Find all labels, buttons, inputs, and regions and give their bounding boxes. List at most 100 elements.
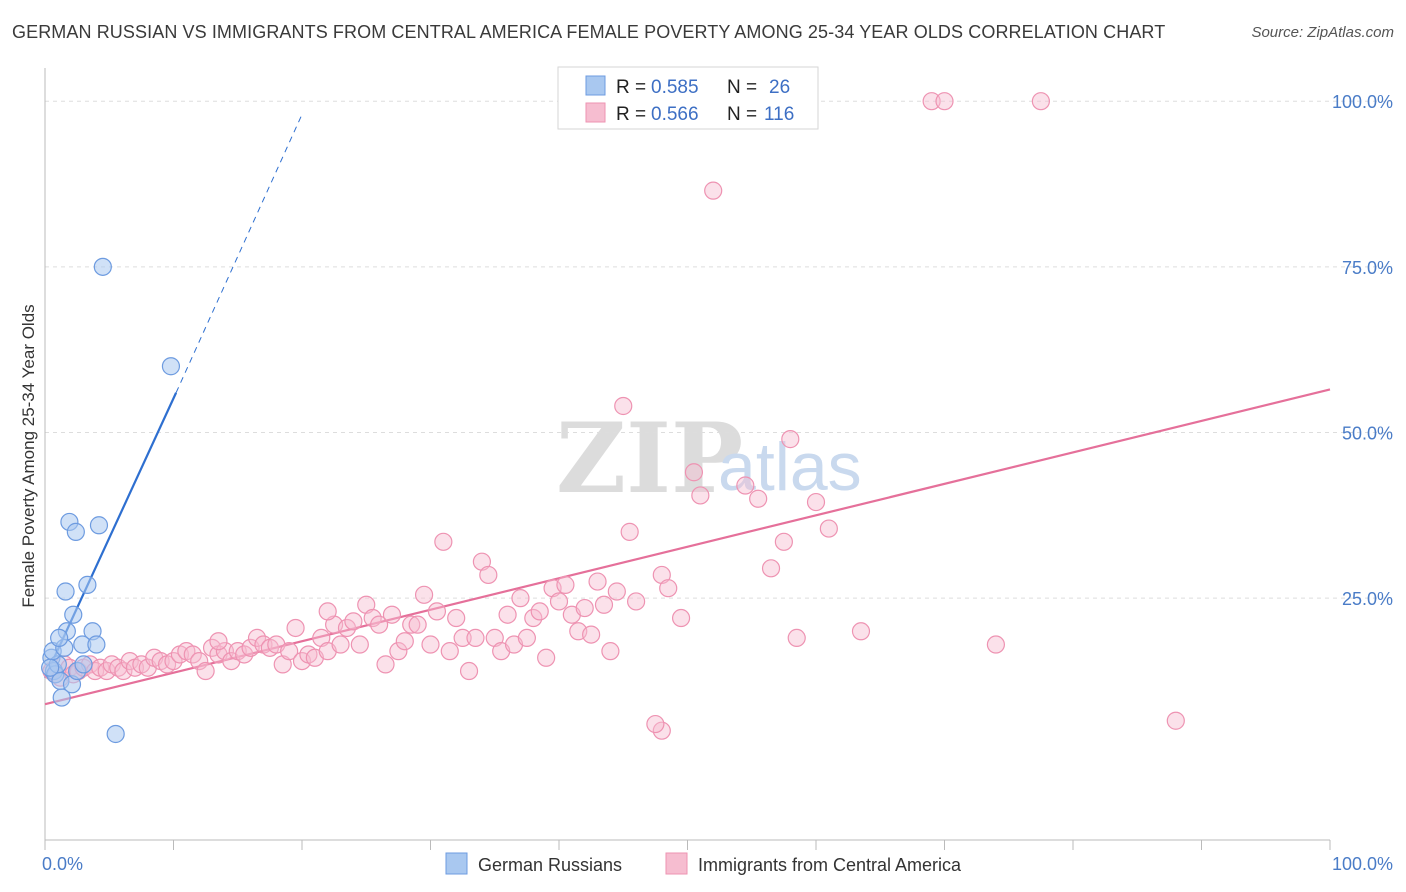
point-german-russians-13	[78, 575, 97, 594]
point-central-america-97	[671, 608, 691, 628]
point-central-america-22	[164, 651, 183, 671]
point-central-america-59	[402, 615, 421, 634]
point-central-america-63	[427, 602, 447, 621]
point-german-russians-12	[66, 522, 85, 541]
point-german-russians-10	[64, 605, 83, 624]
point-central-america-27	[196, 661, 215, 681]
point-german-russians-25	[87, 635, 106, 654]
point-central-america-86	[575, 598, 594, 618]
point-german-russians-18	[52, 688, 71, 707]
point-central-america-92	[614, 396, 633, 416]
tick-labels: 25.0% 50.0% 75.0% 100.0% 0.0% 100.0%	[42, 92, 1393, 874]
point-central-america-61	[414, 585, 434, 604]
point-central-america-88	[588, 572, 607, 591]
point-central-america-26	[190, 651, 209, 671]
point-central-america-56	[382, 605, 402, 624]
point-central-america-99	[691, 486, 710, 505]
gridlines	[45, 100, 1392, 599]
legend-r-value-1: 0.585	[651, 77, 699, 98]
point-central-america-33	[235, 645, 254, 664]
point-central-america-109	[851, 622, 871, 641]
point-central-america-114	[1166, 711, 1185, 730]
point-german-russians-20	[161, 357, 181, 376]
legend-n-value-2: 116	[764, 104, 794, 125]
point-central-america-93	[620, 522, 639, 541]
bottom-legend-swatch-central-america	[665, 852, 688, 875]
y-axis-label: Female Poverty Among 25-34 Year Olds	[19, 304, 38, 607]
point-central-america-78	[524, 608, 543, 628]
chart-title: GERMAN RUSSIAN VS IMMIGRANTS FROM CENTRA…	[12, 22, 1166, 42]
point-central-america-51	[350, 635, 369, 654]
point-central-america-106	[787, 628, 806, 648]
point-central-america-50	[344, 612, 363, 631]
point-central-america-30	[215, 642, 234, 661]
point-central-america-104	[774, 532, 793, 551]
series-legend: German Russians Immigrants from Central …	[445, 852, 962, 875]
point-central-america-83	[556, 575, 575, 594]
point-central-america-55	[376, 655, 395, 674]
legend-r-value-2: 0.566	[651, 104, 699, 125]
legend-swatch-central-america	[585, 102, 606, 123]
point-central-america-118	[318, 602, 337, 621]
point-central-america-67	[453, 628, 472, 648]
point-central-america-102	[749, 489, 768, 508]
point-central-america-77	[517, 628, 536, 648]
point-central-america-62	[421, 635, 440, 654]
point-central-america-103	[761, 559, 781, 578]
bottom-legend-label-central-america: Immigrants from Central America	[698, 855, 962, 875]
point-german-russians-8	[50, 628, 69, 648]
point-central-america-14	[114, 661, 133, 681]
y-tick-label-2: 75.0%	[1342, 258, 1393, 278]
bottom-legend-label-german-russians: German Russians	[478, 855, 622, 875]
point-central-america-117	[209, 632, 228, 651]
legend-r-label-2: R =	[616, 104, 646, 125]
point-central-america-35	[247, 628, 267, 648]
point-central-america-25	[183, 645, 202, 664]
legend-n-label-2: N =	[727, 104, 757, 125]
point-central-america-87	[582, 625, 601, 644]
point-central-america-105	[781, 430, 800, 449]
watermark-zip: ZIP	[556, 402, 743, 515]
trend-line-german-russians-extension	[175, 114, 303, 393]
point-central-america-94	[626, 592, 646, 611]
point-german-russians-23	[74, 655, 93, 674]
point-central-america-80	[537, 648, 556, 667]
point-central-america-90	[601, 642, 620, 661]
legend-n-label-1: N =	[727, 77, 757, 98]
point-central-america-76	[511, 589, 530, 608]
legend-n-value-1: 26	[769, 77, 790, 98]
point-central-america-58	[395, 632, 414, 651]
x-tick-label-0: 0.0%	[42, 854, 83, 874]
point-central-america-89	[594, 595, 614, 614]
point-central-america-113	[986, 635, 1006, 654]
point-central-america-48	[331, 635, 350, 654]
point-central-america-74	[498, 605, 517, 624]
watermark-atlas: atlas	[718, 429, 862, 505]
point-german-russians-9	[56, 582, 75, 601]
bottom-legend-swatch-german-russians	[445, 852, 468, 875]
point-central-america-57	[389, 642, 408, 661]
point-central-america-112	[1031, 92, 1050, 111]
stats-legend: R = 0.585 N = 26 R = 0.566 N = 116	[557, 66, 819, 130]
point-central-america-110	[922, 92, 941, 111]
point-central-america-65	[440, 642, 459, 661]
point-central-america-68	[459, 661, 479, 681]
point-central-america-64	[434, 532, 453, 551]
y-tick-label-3: 100.0%	[1332, 92, 1393, 112]
point-central-america-49	[337, 618, 357, 638]
point-central-america-107	[806, 492, 826, 512]
x-tick-label-1: 100.0%	[1332, 854, 1393, 874]
point-central-america-108	[819, 519, 838, 538]
point-central-america-66	[447, 608, 466, 628]
point-central-america-79	[530, 602, 549, 621]
point-central-america-60	[408, 615, 427, 634]
point-german-russians-19	[93, 257, 112, 276]
point-central-america-96	[659, 579, 678, 598]
data-points	[41, 92, 1185, 744]
point-central-america-41	[286, 618, 305, 638]
point-central-america-53	[363, 608, 382, 628]
point-central-america-54	[370, 615, 389, 634]
point-german-russians-16	[89, 516, 109, 535]
point-central-america-115	[652, 721, 671, 740]
